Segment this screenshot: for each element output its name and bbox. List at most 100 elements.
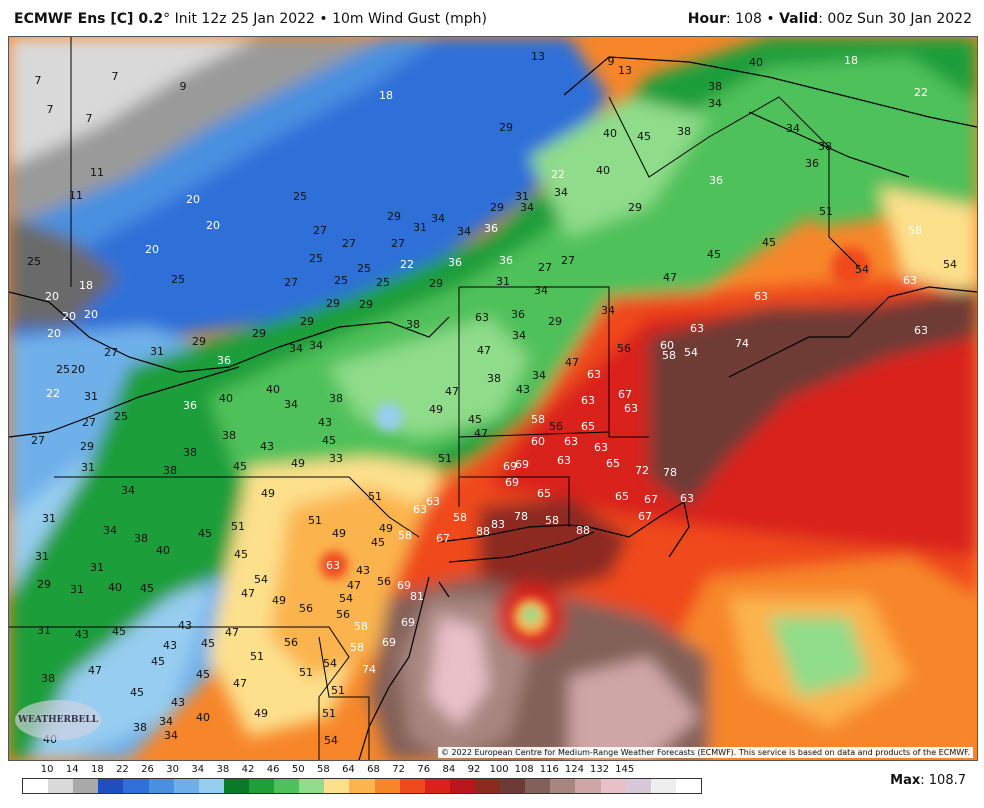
colorbar-swatch	[374, 779, 400, 793]
colorbar-swatch	[474, 779, 501, 793]
gust-value-label: 88	[476, 525, 490, 538]
gust-value-label: 38	[41, 672, 55, 685]
colorbar-swatch	[148, 779, 174, 793]
gust-value-label: 34	[103, 524, 117, 537]
gust-value-label: 31	[42, 512, 56, 525]
gust-value-label: 51	[299, 666, 313, 679]
gust-value-label: 43	[356, 564, 370, 577]
gust-value-label: 49	[272, 594, 286, 607]
gust-value-label: 7	[86, 112, 93, 125]
gust-value-label: 63	[413, 503, 427, 516]
colorbar-legend	[22, 778, 702, 794]
colorbar-swatch	[173, 779, 199, 793]
gust-value-label: 69	[401, 616, 415, 629]
valid-label: Valid	[779, 11, 819, 27]
colorbar-tick-label: 46	[266, 764, 280, 775]
gust-value-label: 45	[637, 130, 651, 143]
gust-value-label: 74	[735, 337, 749, 350]
gust-value-label: 51	[438, 452, 452, 465]
gust-value-label: 36	[499, 254, 513, 267]
gust-value-label: 43	[516, 383, 530, 396]
gust-value-label: 47	[663, 271, 677, 284]
gust-value-label: 58	[545, 514, 559, 527]
gust-value-label: 58	[531, 413, 545, 426]
colorbar-swatch	[675, 779, 701, 793]
gust-value-label: 83	[491, 518, 505, 531]
gust-value-label: 49	[291, 457, 305, 470]
gust-value-label: 45	[234, 548, 248, 561]
gust-value-label: 31	[37, 624, 51, 637]
gust-value-label: 38	[406, 318, 420, 331]
gust-value-label: 25	[114, 410, 128, 423]
gust-value-label: 11	[90, 166, 104, 179]
gust-value-label: 63	[557, 454, 571, 467]
gust-value-label: 29	[80, 440, 94, 453]
gust-value-label: 45	[233, 460, 247, 473]
valid-time: Hour: 108 • Valid: 00z Sun 30 Jan 2022	[688, 11, 972, 27]
gust-value-label: 69	[382, 636, 396, 649]
gust-value-label: 56	[336, 608, 350, 621]
colorbar-tick-label: 58	[316, 764, 330, 775]
colorbar-swatch	[299, 779, 325, 793]
gust-value-label: 54	[855, 263, 869, 276]
gust-value-label: 56	[284, 636, 298, 649]
gust-value-label: 25	[27, 255, 41, 268]
gust-value-label: 34	[601, 304, 615, 317]
colorbar-tick-label: 10	[40, 764, 54, 775]
gust-value-label: 36	[484, 222, 498, 235]
gust-value-label: 67	[436, 532, 450, 545]
colorbar-swatch	[449, 779, 475, 793]
gust-value-label: 27	[104, 346, 118, 359]
gust-value-label: 34	[554, 186, 568, 199]
gust-value-label: 45	[371, 536, 385, 549]
gust-value-label: 49	[379, 522, 393, 535]
hour-value: : 108 •	[726, 11, 780, 27]
title-model: ECMWF Ens [C] 0.2	[14, 11, 164, 27]
gust-value-label: 29	[628, 201, 642, 214]
gust-value-label: 74	[362, 663, 376, 676]
gust-value-label: 56	[299, 602, 313, 615]
colorbar-swatch	[399, 779, 425, 793]
gust-value-label: 36	[217, 354, 231, 367]
gust-value-label: 45	[198, 527, 212, 540]
valid-value: : 00z Sun 30 Jan 2022	[818, 11, 972, 27]
gust-value-label: 51	[231, 520, 245, 533]
gust-value-label: 29	[490, 201, 504, 214]
gust-value-label: 13	[618, 64, 632, 77]
colorbar-tick-label: 34	[191, 764, 205, 775]
gust-value-label: 49	[332, 527, 346, 540]
gust-value-label: 47	[474, 427, 488, 440]
gust-value-label: 31	[90, 561, 104, 574]
colorbar-swatch	[650, 779, 676, 793]
gust-value-label: 54	[323, 657, 337, 670]
colorbar-swatch	[625, 779, 651, 793]
colorbar-swatch	[274, 779, 300, 793]
gust-value-label: 51	[308, 514, 322, 527]
gust-value-label: 7	[47, 103, 54, 116]
legend-tick-labels: 10 14 18 22 26 30 34 38 42 46 50 58 64 68 72 76 84 92 100 1…	[22, 764, 700, 778]
gust-value-label: 56	[549, 420, 563, 433]
colorbar-tick-label: 30	[166, 764, 180, 775]
gust-value-label: 58	[662, 349, 676, 362]
gust-value-label: 51	[368, 490, 382, 503]
gust-value-label: 45	[196, 668, 210, 681]
max-number: : 108.7	[920, 773, 966, 788]
gust-value-label: 78	[514, 510, 528, 523]
gust-value-label: 34	[164, 729, 178, 742]
gust-value-label: 25	[357, 262, 371, 275]
map-panel: 7 7 9 7 7 11 11 18 13 9 13 18 40 38 22 34 29 40 45 38 34 38 22…	[8, 36, 978, 761]
gust-value-label: 34	[121, 484, 135, 497]
gust-value-label: 63	[326, 559, 340, 572]
hour-label: Hour	[687, 11, 727, 27]
gust-value-label: 45	[201, 637, 215, 650]
gust-value-label: 31	[35, 550, 49, 563]
gust-value-label: 33	[329, 452, 343, 465]
colorbar-tick-label: 64	[342, 764, 355, 775]
gust-value-label: 67	[644, 493, 658, 506]
gust-value-label: 40	[156, 544, 170, 557]
gust-value-label: 36	[709, 174, 723, 187]
gust-value-label: 43	[171, 696, 185, 709]
colorbar-tick-label: 76	[417, 764, 431, 775]
gust-value-label: 47	[233, 677, 247, 690]
gust-value-label: 38	[708, 80, 722, 93]
